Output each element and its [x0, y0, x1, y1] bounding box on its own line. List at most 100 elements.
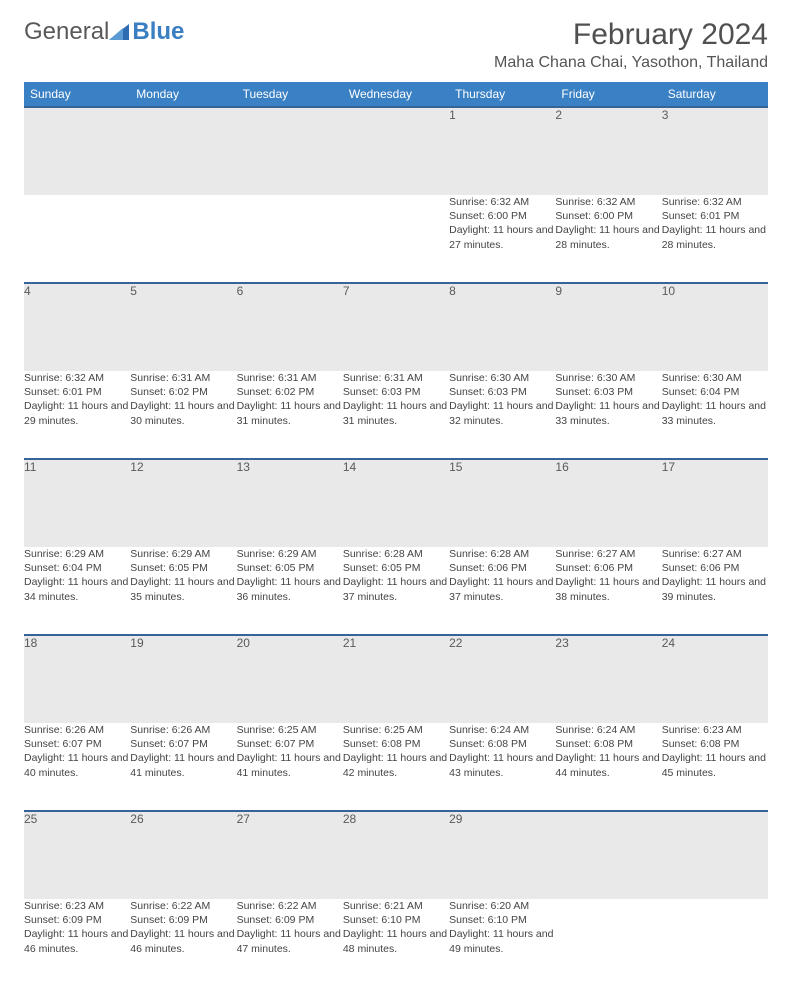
- sunset-line: Sunset: 6:05 PM: [130, 561, 236, 575]
- day-number-cell: 17: [662, 459, 768, 547]
- sunrise-line: Sunrise: 6:29 AM: [237, 547, 343, 561]
- sunset-line: Sunset: 6:06 PM: [449, 561, 555, 575]
- day-number-cell: [24, 107, 130, 195]
- day-number-cell: 8: [449, 283, 555, 371]
- day-body-row: Sunrise: 6:32 AMSunset: 6:00 PMDaylight:…: [24, 195, 768, 283]
- day-number-cell: 25: [24, 811, 130, 899]
- logo: General Blue: [24, 18, 184, 46]
- daylight-line: Daylight: 11 hours and 35 minutes.: [130, 575, 236, 603]
- day-number-cell: 3: [662, 107, 768, 195]
- daylight-line: Daylight: 11 hours and 42 minutes.: [343, 751, 449, 779]
- sunset-line: Sunset: 6:04 PM: [662, 385, 768, 399]
- day-number-cell: [662, 811, 768, 899]
- day-body-cell: Sunrise: 6:27 AMSunset: 6:06 PMDaylight:…: [555, 547, 661, 635]
- day-number-cell: 20: [237, 635, 343, 723]
- day-number-cell: [237, 107, 343, 195]
- day-number-cell: 21: [343, 635, 449, 723]
- sunrise-line: Sunrise: 6:30 AM: [449, 371, 555, 385]
- sunrise-line: Sunrise: 6:25 AM: [237, 723, 343, 737]
- daylight-line: Daylight: 11 hours and 31 minutes.: [237, 399, 343, 427]
- sunset-line: Sunset: 6:07 PM: [237, 737, 343, 751]
- sunset-line: Sunset: 6:00 PM: [555, 209, 661, 223]
- sunrise-line: Sunrise: 6:30 AM: [662, 371, 768, 385]
- day-body-cell: [130, 195, 236, 283]
- day-number-cell: 26: [130, 811, 236, 899]
- daylight-line: Daylight: 11 hours and 37 minutes.: [343, 575, 449, 603]
- day-body-cell: Sunrise: 6:32 AMSunset: 6:00 PMDaylight:…: [449, 195, 555, 283]
- day-body-cell: Sunrise: 6:27 AMSunset: 6:06 PMDaylight:…: [662, 547, 768, 635]
- sunrise-line: Sunrise: 6:31 AM: [130, 371, 236, 385]
- sunrise-line: Sunrise: 6:27 AM: [555, 547, 661, 561]
- day-body-cell: Sunrise: 6:31 AMSunset: 6:02 PMDaylight:…: [130, 371, 236, 459]
- sunrise-line: Sunrise: 6:24 AM: [449, 723, 555, 737]
- daylight-line: Daylight: 11 hours and 28 minutes.: [555, 223, 661, 251]
- day-body-cell: [343, 195, 449, 283]
- sunset-line: Sunset: 6:10 PM: [343, 913, 449, 927]
- day-body-cell: Sunrise: 6:24 AMSunset: 6:08 PMDaylight:…: [555, 723, 661, 811]
- sunset-line: Sunset: 6:02 PM: [130, 385, 236, 399]
- daylight-line: Daylight: 11 hours and 32 minutes.: [449, 399, 555, 427]
- daylight-line: Daylight: 11 hours and 40 minutes.: [24, 751, 130, 779]
- day-body-cell: Sunrise: 6:31 AMSunset: 6:02 PMDaylight:…: [237, 371, 343, 459]
- day-number-cell: 29: [449, 811, 555, 899]
- day-body-cell: Sunrise: 6:30 AMSunset: 6:03 PMDaylight:…: [555, 371, 661, 459]
- sunset-line: Sunset: 6:10 PM: [449, 913, 555, 927]
- day-number-cell: 28: [343, 811, 449, 899]
- sunset-line: Sunset: 6:08 PM: [662, 737, 768, 751]
- weekday-header: Thursday: [449, 82, 555, 107]
- daylight-line: Daylight: 11 hours and 44 minutes.: [555, 751, 661, 779]
- sunset-line: Sunset: 6:08 PM: [555, 737, 661, 751]
- day-body-cell: Sunrise: 6:28 AMSunset: 6:05 PMDaylight:…: [343, 547, 449, 635]
- day-number-cell: 6: [237, 283, 343, 371]
- day-body-cell: Sunrise: 6:26 AMSunset: 6:07 PMDaylight:…: [130, 723, 236, 811]
- daylight-line: Daylight: 11 hours and 39 minutes.: [662, 575, 768, 603]
- day-body-cell: Sunrise: 6:22 AMSunset: 6:09 PMDaylight:…: [130, 899, 236, 987]
- day-number-cell: 5: [130, 283, 236, 371]
- day-number-cell: 12: [130, 459, 236, 547]
- day-body-cell: [237, 195, 343, 283]
- day-body-cell: Sunrise: 6:29 AMSunset: 6:04 PMDaylight:…: [24, 547, 130, 635]
- day-body-cell: [662, 899, 768, 987]
- title-block: February 2024 Maha Chana Chai, Yasothon,…: [494, 18, 768, 72]
- daylight-line: Daylight: 11 hours and 37 minutes.: [449, 575, 555, 603]
- sunset-line: Sunset: 6:02 PM: [237, 385, 343, 399]
- day-body-cell: Sunrise: 6:29 AMSunset: 6:05 PMDaylight:…: [130, 547, 236, 635]
- day-body-cell: Sunrise: 6:22 AMSunset: 6:09 PMDaylight:…: [237, 899, 343, 987]
- daylight-line: Daylight: 11 hours and 33 minutes.: [662, 399, 768, 427]
- daylight-line: Daylight: 11 hours and 30 minutes.: [130, 399, 236, 427]
- day-number-cell: 18: [24, 635, 130, 723]
- day-body-cell: [24, 195, 130, 283]
- sunrise-line: Sunrise: 6:31 AM: [237, 371, 343, 385]
- weekday-header: Friday: [555, 82, 661, 107]
- day-number-cell: 23: [555, 635, 661, 723]
- day-body-cell: Sunrise: 6:25 AMSunset: 6:08 PMDaylight:…: [343, 723, 449, 811]
- sunset-line: Sunset: 6:05 PM: [237, 561, 343, 575]
- sunset-line: Sunset: 6:09 PM: [130, 913, 236, 927]
- day-number-cell: 1: [449, 107, 555, 195]
- day-number-cell: 24: [662, 635, 768, 723]
- day-body-cell: Sunrise: 6:20 AMSunset: 6:10 PMDaylight:…: [449, 899, 555, 987]
- day-number-cell: 15: [449, 459, 555, 547]
- sunrise-line: Sunrise: 6:21 AM: [343, 899, 449, 913]
- day-body-cell: Sunrise: 6:30 AMSunset: 6:04 PMDaylight:…: [662, 371, 768, 459]
- day-number-cell: 7: [343, 283, 449, 371]
- day-body-cell: Sunrise: 6:21 AMSunset: 6:10 PMDaylight:…: [343, 899, 449, 987]
- sunset-line: Sunset: 6:06 PM: [555, 561, 661, 575]
- day-number-cell: 11: [24, 459, 130, 547]
- sunset-line: Sunset: 6:03 PM: [449, 385, 555, 399]
- day-number-cell: 4: [24, 283, 130, 371]
- day-number-row: 18192021222324: [24, 635, 768, 723]
- day-body-cell: Sunrise: 6:25 AMSunset: 6:07 PMDaylight:…: [237, 723, 343, 811]
- day-body-cell: Sunrise: 6:28 AMSunset: 6:06 PMDaylight:…: [449, 547, 555, 635]
- day-body-cell: Sunrise: 6:32 AMSunset: 6:01 PMDaylight:…: [24, 371, 130, 459]
- sunrise-line: Sunrise: 6:24 AM: [555, 723, 661, 737]
- calendar-table: SundayMondayTuesdayWednesdayThursdayFrid…: [24, 82, 768, 987]
- weekday-header: Tuesday: [237, 82, 343, 107]
- daylight-line: Daylight: 11 hours and 33 minutes.: [555, 399, 661, 427]
- daylight-line: Daylight: 11 hours and 27 minutes.: [449, 223, 555, 251]
- day-number-cell: [130, 107, 236, 195]
- daylight-line: Daylight: 11 hours and 41 minutes.: [237, 751, 343, 779]
- day-body-cell: Sunrise: 6:24 AMSunset: 6:08 PMDaylight:…: [449, 723, 555, 811]
- sunset-line: Sunset: 6:08 PM: [343, 737, 449, 751]
- sunset-line: Sunset: 6:08 PM: [449, 737, 555, 751]
